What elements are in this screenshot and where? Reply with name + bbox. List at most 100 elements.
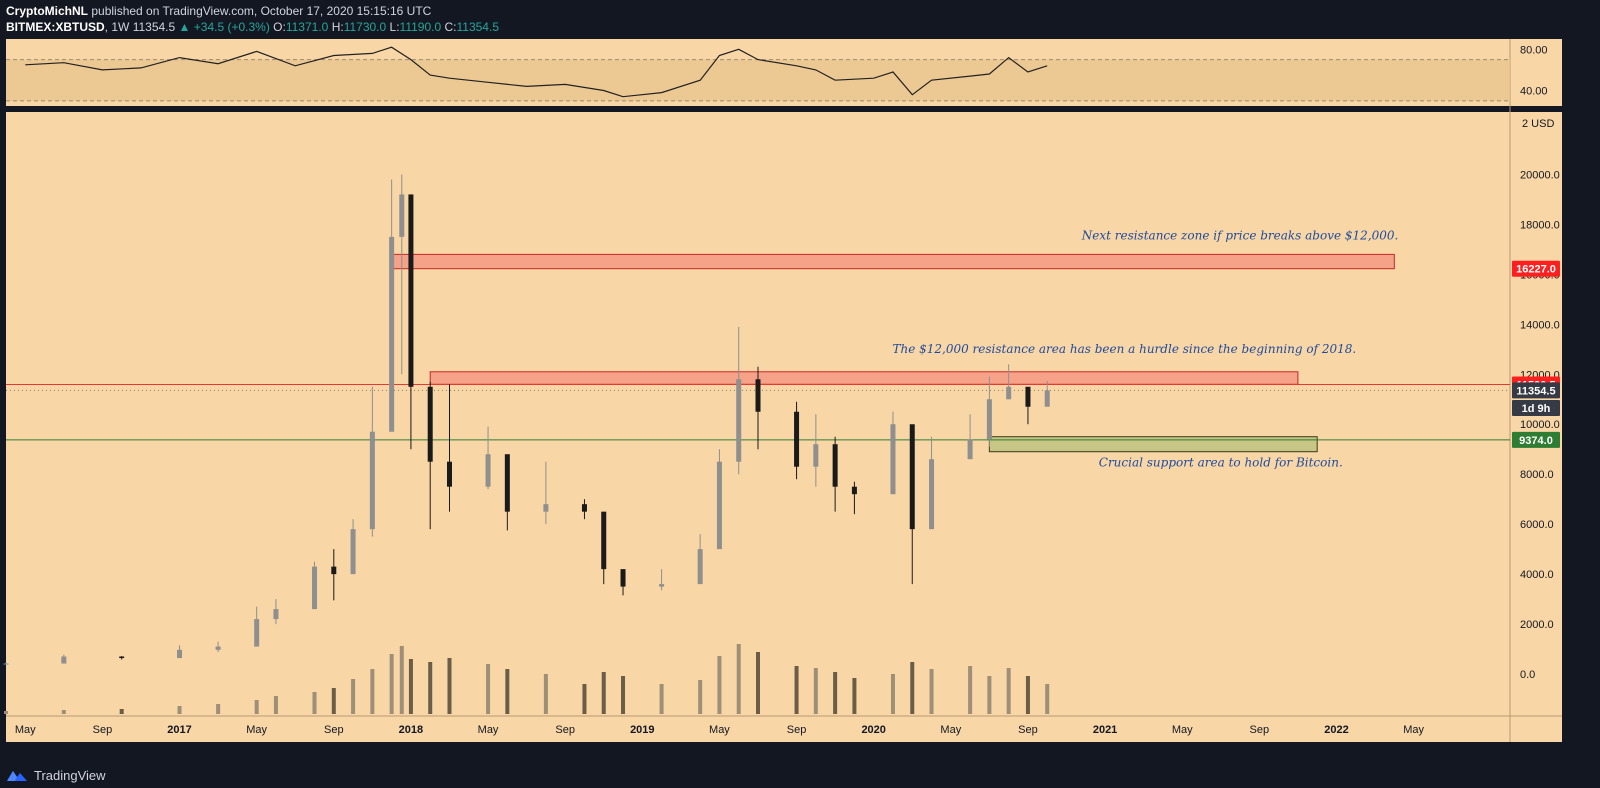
volume-bar: [1006, 668, 1011, 714]
time-tick-label: May: [1403, 724, 1424, 736]
price-tick-label: 20000.0: [1520, 169, 1560, 181]
candle-body: [697, 549, 703, 585]
volume-bar: [543, 674, 548, 714]
volume-bar: [698, 680, 703, 714]
volume-bar: [177, 706, 182, 714]
interval-label[interactable]: 1W: [111, 20, 130, 34]
price-panel-background: [6, 112, 1562, 742]
price-change: +34.5 (+0.3%): [193, 20, 270, 34]
resistance-zone: [429, 371, 1299, 385]
candle-body: [581, 504, 587, 512]
time-tick-label: Sep: [93, 724, 113, 736]
candle-body: [485, 454, 491, 487]
candle-body: [427, 386, 433, 462]
time-tick-label: May: [246, 724, 267, 736]
volume-bar: [351, 679, 356, 714]
candle-body: [736, 379, 742, 462]
candle-body: [601, 511, 607, 570]
candle-body: [273, 609, 279, 620]
time-tick-label: May: [940, 724, 961, 736]
annotation-text: The $12,000 resistance area has been a h…: [892, 342, 1356, 356]
time-tick-label: 2019: [630, 724, 654, 736]
time-tick-label: 2017: [167, 724, 191, 736]
candle-body: [177, 649, 183, 659]
volume-bar: [408, 659, 413, 714]
volume-bar: [756, 652, 760, 714]
price-tag-background: [1512, 431, 1560, 448]
time-tick-label: Sep: [787, 724, 807, 736]
author-name[interactable]: CryptoMichNL: [6, 4, 88, 18]
volume-bar: [399, 646, 404, 714]
symbol-name[interactable]: BITMEX:XBTUSD: [6, 20, 105, 34]
symbol-ohlc-bar: BITMEX:XBTUSD, 1W 11354.5 ▲ +34.5 (+0.3%…: [6, 20, 499, 34]
candle-body: [543, 504, 549, 512]
volume-bar: [312, 692, 317, 714]
candle-body: [254, 619, 260, 647]
open-label: O:: [273, 20, 286, 34]
rsi-tick-label: 40.00: [1520, 86, 1548, 98]
annotation-text: Next resistance zone if price breaks abo…: [1081, 228, 1399, 242]
candle-body: [1025, 386, 1031, 407]
price-tick-label: 2000.0: [1520, 619, 1554, 631]
volume-bar: [370, 669, 375, 714]
volume-bar: [717, 656, 722, 714]
tradingview-logo-icon[interactable]: [6, 768, 28, 782]
close-label: C:: [444, 20, 457, 34]
time-tick-label: 2021: [1093, 724, 1117, 736]
chart-header-publisher: CryptoMichNL published on TradingView.co…: [6, 4, 431, 18]
candle-body: [446, 461, 452, 487]
price-tag-background: [1512, 400, 1560, 417]
candle-body: [350, 529, 356, 575]
time-tick-label: Sep: [555, 724, 575, 736]
last-price: 11354.5: [132, 20, 176, 34]
up-arrow-icon: ▲: [178, 20, 191, 34]
time-tick-label: Sep: [1018, 724, 1038, 736]
volume-bar: [273, 696, 278, 714]
price-tick-label: 18000.0: [1520, 219, 1560, 231]
time-tick-label: Sep: [1250, 724, 1270, 736]
resistance-zone: [391, 253, 1395, 270]
volume-bar: [61, 710, 66, 714]
rsi-band: [6, 59, 1510, 101]
low-value: 11190.0: [399, 20, 442, 34]
price-tag-background: [1512, 382, 1560, 399]
price-tag-label: 11354.5: [1516, 385, 1555, 397]
candle-body: [890, 424, 896, 495]
volume-bar: [486, 664, 491, 714]
volume-bar: [1045, 684, 1050, 714]
candle-body: [620, 569, 626, 587]
volume-bar: [929, 669, 934, 714]
time-tick-label: May: [709, 724, 730, 736]
price-tag-label: 16227.0: [1516, 264, 1556, 276]
volume-bar: [582, 684, 587, 714]
time-tick-label: May: [15, 724, 36, 736]
candle-body: [813, 444, 819, 467]
candle-body: [331, 566, 337, 575]
price-tick-label: 4000.0: [1520, 569, 1554, 581]
low-label: L:: [389, 20, 400, 34]
volume-bar: [794, 666, 799, 714]
candle-body: [659, 584, 665, 587]
rsi-line: [25, 46, 1048, 98]
candle-body: [399, 194, 405, 237]
price-tag-label: 1d 9h: [1522, 403, 1551, 415]
candle-body: [832, 444, 838, 487]
volume-bar: [910, 662, 915, 714]
volume-bar: [833, 672, 838, 714]
volume-bar: [968, 666, 973, 714]
brand-name[interactable]: TradingView: [34, 767, 106, 783]
volume-bar: [428, 662, 433, 714]
candle-body: [408, 194, 414, 387]
volume-bar: [389, 654, 394, 714]
candle-body: [967, 439, 973, 460]
price-tick-label: 14000.0: [1520, 319, 1560, 331]
volume-bar: [505, 669, 510, 714]
support-zone: [988, 436, 1318, 453]
time-tick-label: 2020: [861, 724, 885, 736]
published-text: published on TradingView.com, October 17…: [91, 4, 432, 18]
candle-body: [61, 656, 67, 664]
close-value: 11354.5: [456, 20, 500, 34]
candle-body: [1044, 390, 1050, 407]
volume-bar: [4, 711, 8, 714]
